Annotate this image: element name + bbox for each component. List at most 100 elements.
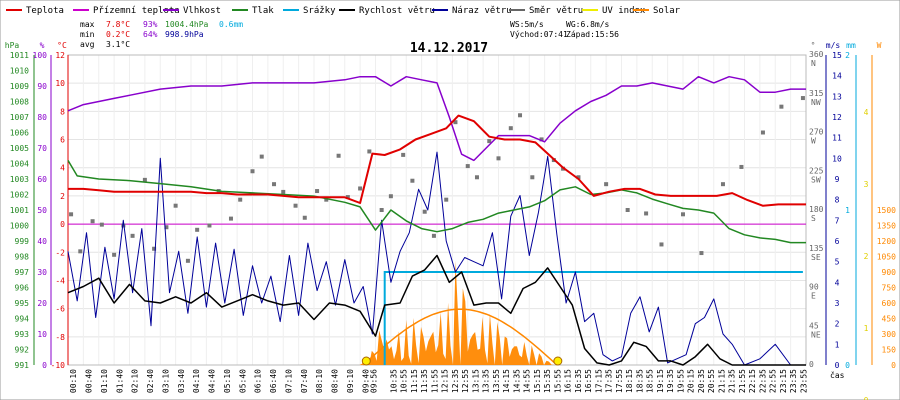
- x-tick-label: 19:15: [656, 369, 665, 393]
- stat-max-rain: 0.6mm: [219, 20, 243, 29]
- x-tick-label: 05:40: [238, 369, 247, 393]
- wind-direction-point: [530, 175, 535, 180]
- temperature-tick: -2: [55, 248, 65, 257]
- x-tick-label: 17:55: [615, 369, 624, 393]
- temperature-unit: °C: [57, 41, 67, 50]
- wind-direction-point: [431, 233, 436, 238]
- temperature-tick: -8: [55, 333, 65, 342]
- x-tick-label: 04:40: [208, 369, 217, 393]
- uv-tick: 0: [864, 396, 869, 400]
- humidity-tick: 100: [33, 51, 48, 60]
- wind-tick: 13: [832, 92, 842, 101]
- direction-tick: 360: [809, 50, 824, 59]
- solar-tick: 1200: [877, 237, 896, 246]
- x-tick-label: 08:10: [315, 369, 324, 393]
- wind-gust-info: WG:6.8m/s: [566, 20, 610, 29]
- x-tick-label: 18:35: [635, 369, 644, 393]
- wind-direction-point: [69, 212, 74, 217]
- wind-direction-point: [508, 126, 513, 131]
- pressure-tick: 994: [15, 315, 30, 324]
- temperature-tick: -6: [55, 305, 65, 314]
- wind-direction-point: [487, 139, 492, 144]
- uv-tick: 4: [864, 108, 869, 117]
- wind-direction-point: [779, 104, 784, 109]
- pressure-tick: 1003: [10, 175, 29, 184]
- x-axis: 00:10 00:40 01:10 01:40 02:10 02:40 03:10 03:40…: [69, 369, 845, 393]
- wind-tick: 12: [832, 113, 842, 122]
- wind-direction-point: [659, 242, 664, 247]
- wind-direction-point: [173, 203, 178, 208]
- legend-label: Náraz větru: [452, 6, 512, 16]
- wind-direction-point: [644, 211, 649, 216]
- solar-tick: 450: [882, 315, 897, 324]
- x-tick-label: 21:15: [717, 369, 726, 393]
- x-tick-label: 15:55: [553, 369, 562, 393]
- wind-direction-point: [739, 164, 744, 169]
- x-tick-label: 01:10: [100, 369, 109, 393]
- wind-tick: 8: [835, 196, 840, 205]
- x-tick-label: 07:10: [284, 369, 293, 393]
- x-tick-label: 05:10: [223, 369, 232, 393]
- legend-label: Rychlost větru: [359, 6, 435, 16]
- direction-tick: 45: [809, 321, 819, 330]
- wind-direction-point: [142, 177, 147, 182]
- wind-speed-info: WS:5m/s: [510, 20, 544, 29]
- wind-direction-point: [518, 113, 523, 118]
- rain-tick: 1: [845, 206, 850, 215]
- x-tick-label: 09:10: [346, 369, 355, 393]
- direction-compass-label: NW: [811, 98, 821, 107]
- wind-direction-point: [625, 208, 630, 212]
- wind-direction-point: [130, 233, 135, 238]
- stat-min-humidity: 64%: [143, 30, 158, 39]
- wind-direction-point: [293, 203, 298, 208]
- wind-direction-point: [388, 194, 393, 199]
- wind-direction-point: [444, 197, 449, 202]
- humidity-tick: 90: [37, 82, 47, 91]
- wind-direction-point: [576, 175, 581, 180]
- wind-direction-point: [345, 195, 350, 200]
- pressure-unit: hPa: [5, 41, 20, 50]
- x-tick-label: 15:35: [543, 369, 552, 393]
- wind-tick: 9: [835, 175, 840, 184]
- wind-direction-point: [272, 182, 277, 187]
- temperature-tick: 12: [55, 51, 65, 60]
- humidity-tick: 10: [37, 330, 47, 339]
- series-pressure: [67, 160, 806, 244]
- x-tick-label: 22:35: [758, 369, 767, 393]
- uv-tick: 2: [864, 252, 869, 261]
- solar-tick: 1350: [877, 222, 896, 231]
- pressure-tick: 1006: [10, 129, 29, 138]
- pressure-tick: 993: [15, 330, 30, 339]
- pressure-tick: 1000: [10, 222, 29, 231]
- wind-tick: 10: [832, 154, 842, 163]
- x-tick-label: 14:35: [512, 369, 521, 393]
- x-tick-label: 16:35: [574, 369, 583, 393]
- legend-label: UV index: [602, 6, 646, 16]
- x-tick-label: 07:40: [300, 369, 309, 393]
- stat-max-temp: 7.8°C: [106, 20, 130, 29]
- wind-direction-point: [112, 252, 117, 257]
- x-tick-label: 00:10: [69, 369, 78, 393]
- x-tick-label: 03:10: [161, 369, 170, 393]
- x-tick-label: 17:35: [605, 369, 614, 393]
- wind-direction-point: [367, 149, 372, 154]
- x-tick-label: 11:35: [420, 369, 429, 393]
- wind-tick: 6: [835, 237, 840, 246]
- series-temperature: [68, 114, 806, 207]
- wind-direction-point: [302, 215, 307, 220]
- x-tick-label: 08:40: [331, 369, 340, 393]
- wind-direction-point: [185, 258, 190, 263]
- pressure-tick: 1010: [10, 67, 29, 76]
- stat-min-temp: 0.2°C: [106, 30, 130, 39]
- x-tick-label: 21:55: [738, 369, 747, 393]
- x-tick-label: 16:15: [564, 369, 573, 393]
- rain-tick: 2: [845, 51, 850, 60]
- stat-avg-temp: 3.1°C: [106, 40, 130, 49]
- series-wind-gust: [67, 151, 806, 366]
- wind-tick: 7: [835, 216, 840, 225]
- series-rain: [383, 271, 803, 365]
- wind-direction-point: [324, 197, 329, 202]
- stat-max-humidity: 93%: [143, 20, 158, 29]
- rain-tick: 0: [845, 361, 850, 370]
